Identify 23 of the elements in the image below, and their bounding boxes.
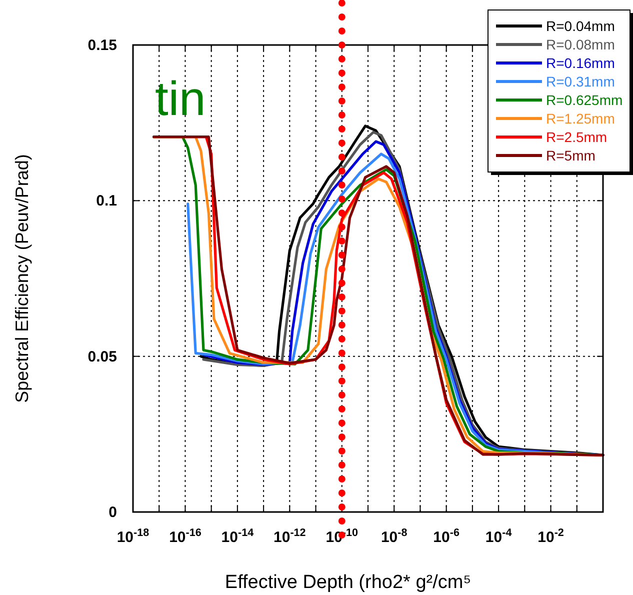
legend-label: R=0.31mm xyxy=(546,74,615,90)
legend-label: R=5mm xyxy=(546,148,596,164)
y-axis-title: Spectral Efficiency (Peuv/Prad) xyxy=(12,154,32,403)
x-tick-label: 10$^{-8}$ xyxy=(380,527,408,546)
legend-label: R=0.16mm xyxy=(546,55,615,71)
x-tick-label: 10$^{-12}$ xyxy=(274,527,306,546)
x-tick-label: 10$^{-6}$ xyxy=(433,527,460,546)
x-tick-label: 10$^{-16}$ xyxy=(169,527,202,546)
y-tick-label: 0.15 xyxy=(88,37,117,54)
annotation: tin xyxy=(155,73,206,126)
x-tick-label: 10$^{-18}$ xyxy=(116,527,150,546)
legend-label: R=2.5mm xyxy=(546,129,608,145)
y-tick-label: 0.1 xyxy=(96,192,117,210)
legend-label: R=0.04mm xyxy=(546,18,615,34)
legend-label: R=0.625mm xyxy=(546,92,623,108)
x-tick-label: 10$^{-14}$ xyxy=(221,527,254,546)
y-tick-label: 0.05 xyxy=(88,348,117,366)
x-tick-label: 10$^{-2}$ xyxy=(538,527,564,546)
y-tick-label: 0 xyxy=(108,504,117,521)
legend-label: R=0.08mm xyxy=(546,36,615,52)
x-axis-title: Effective Depth (rho2* g²/cm⁵ xyxy=(224,572,472,593)
x-tick-label: 10$^{-4}$ xyxy=(485,527,512,546)
legend-label: R=1.25mm xyxy=(546,110,615,126)
